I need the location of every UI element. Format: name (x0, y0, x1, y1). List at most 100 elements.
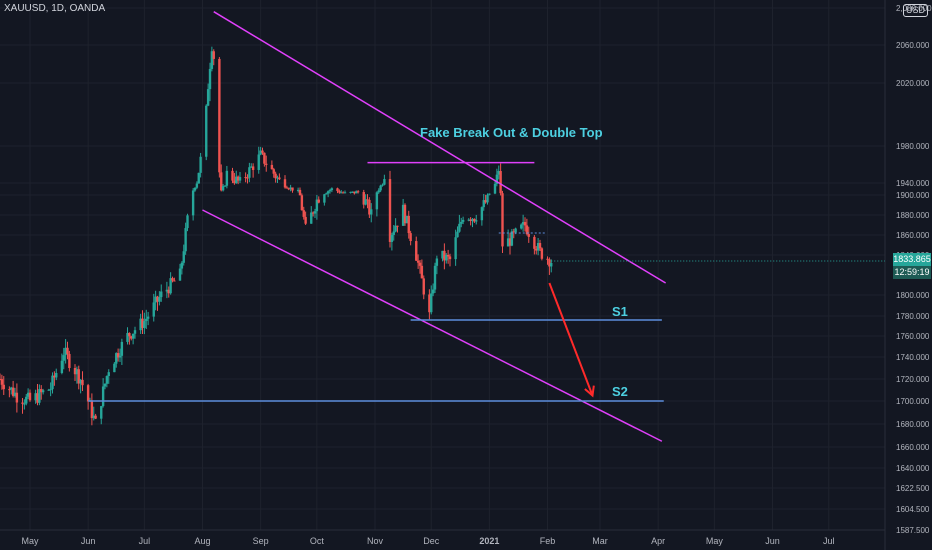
candle-body (550, 263, 553, 267)
price-tick-label: 1880.000 (896, 211, 930, 220)
candle-body (154, 296, 157, 303)
candle-body (41, 390, 45, 393)
candle-body (75, 369, 79, 375)
candle-body (403, 204, 407, 224)
candle-body (443, 250, 446, 261)
candle-body (341, 192, 345, 194)
candle-body (392, 231, 395, 235)
projection-arrow-head (584, 385, 595, 398)
price-tick-label: 1800.000 (896, 291, 930, 300)
candle-body (510, 231, 514, 246)
candle-body (343, 192, 347, 194)
time-tick-label: Feb (540, 536, 556, 546)
candle-body (362, 192, 365, 205)
candle-body (422, 278, 425, 295)
price-tick-label: 2,080.000 (896, 4, 932, 13)
candle-body (40, 389, 43, 393)
s1-label: S1 (612, 304, 628, 319)
candle-body (208, 68, 212, 90)
candle-body (115, 353, 118, 364)
candle-body (28, 392, 32, 401)
candle-body (379, 185, 382, 191)
price-tick-label: 2060.000 (896, 41, 930, 50)
candle-body (210, 51, 214, 69)
candle-body (396, 225, 399, 227)
candle-body (103, 383, 107, 387)
candle-body (409, 233, 412, 242)
candle-body (231, 170, 234, 181)
candle-body (512, 231, 515, 233)
candle-body (223, 185, 227, 187)
candle-body (199, 156, 202, 173)
candle-body (25, 396, 28, 404)
candle-body (405, 215, 409, 224)
candle-body (220, 172, 223, 191)
candle-body (506, 238, 510, 247)
candle-body (469, 219, 472, 221)
candle-body (197, 172, 200, 184)
candle-body (169, 278, 172, 294)
candle-body (508, 238, 512, 246)
price-tick-label: 1604.500 (896, 505, 930, 514)
candle-body (92, 415, 95, 419)
time-tick-label: 2021 (479, 536, 499, 546)
candle-body (141, 318, 144, 328)
candle-body (2, 384, 5, 390)
candle-body (60, 360, 64, 374)
candle-body (364, 199, 367, 205)
candle-body (173, 280, 176, 282)
candle-body (38, 389, 41, 403)
candle-body (178, 268, 182, 281)
time-tick-label: Jul (139, 536, 151, 546)
candle-body (285, 187, 289, 189)
candle-body (546, 258, 549, 260)
candle-body (368, 199, 371, 215)
candle-body (501, 193, 504, 247)
candle-body (139, 318, 142, 331)
candle-body (493, 183, 497, 194)
candle-body (8, 389, 11, 391)
time-tick-label: Aug (194, 536, 210, 546)
candle-body (416, 260, 420, 263)
candle-body (315, 199, 319, 212)
candle-body (521, 222, 525, 225)
candle-body (540, 248, 544, 259)
time-tick-label: Jul (823, 536, 835, 546)
candle-body (383, 179, 386, 185)
candle-body (195, 183, 199, 188)
time-tick-label: May (706, 536, 724, 546)
candle-body (548, 259, 551, 267)
candle-body (265, 163, 268, 165)
candle-body (145, 318, 148, 322)
time-tick-label: Oct (310, 536, 325, 546)
candle-body (55, 373, 58, 378)
candle-body (497, 171, 500, 175)
candle-body (23, 403, 26, 405)
candle-body (536, 243, 540, 251)
candle-body (21, 402, 24, 404)
candle-body (407, 215, 410, 234)
candle-body (11, 387, 15, 396)
candle-body (86, 385, 90, 402)
candle-body (514, 228, 517, 233)
candle-body (94, 415, 97, 419)
candle-body (235, 176, 238, 184)
candle-body (482, 200, 485, 208)
candle-body (259, 150, 262, 155)
candle-body (278, 177, 281, 180)
candle-body (471, 218, 474, 221)
candle-body (311, 212, 315, 214)
price-tick-label: 1860.000 (896, 231, 930, 240)
candle-body (238, 177, 242, 181)
candle-body (156, 296, 159, 302)
time-tick-label: Dec (423, 536, 440, 546)
candle-body (186, 215, 189, 229)
candle-body (388, 179, 392, 242)
candle-body (330, 188, 334, 191)
currency-badge[interactable]: USD (903, 4, 929, 17)
candle-body (171, 278, 174, 281)
channel-upper-line (213, 11, 667, 284)
price-tick-label: 1640.000 (896, 464, 930, 473)
candle-body (79, 379, 82, 384)
